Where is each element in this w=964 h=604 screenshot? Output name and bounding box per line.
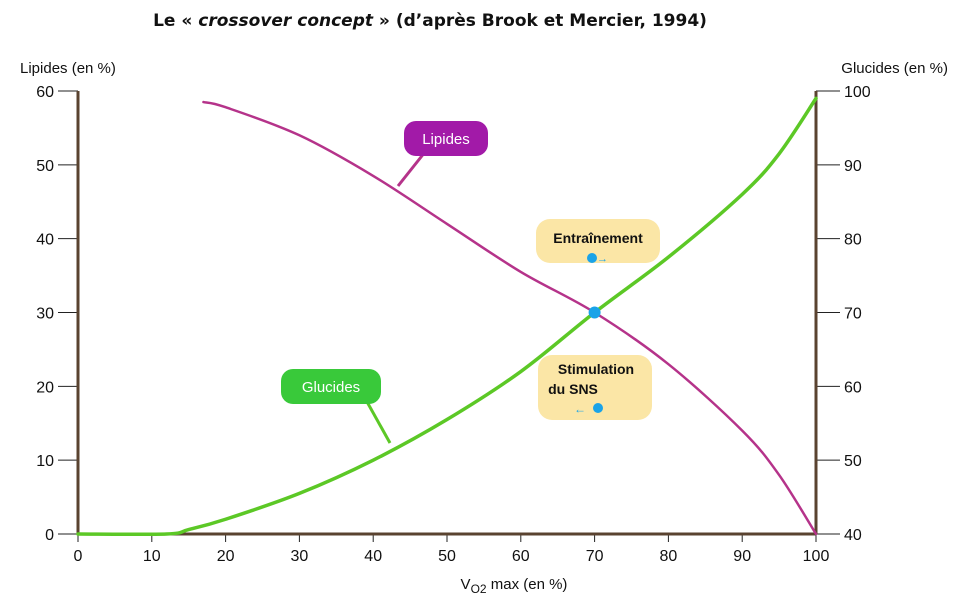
x-tick-label: 50 [438,548,456,565]
y-right-tick-label: 70 [844,306,862,323]
lipides-label-box [404,121,488,156]
chart-title-italic: crossover concept [198,11,373,31]
x-tick-label: 30 [291,548,309,565]
entrainement-note-bg [536,219,660,263]
series-layer [76,96,818,537]
entrainement-note: Entraînement → [536,219,660,265]
chart-title-prefix: Le « [153,11,193,31]
stimulation-note-bg [538,355,652,420]
stimulation-label-line1: Stimulation [558,361,634,377]
y-left-tick-label: 50 [36,158,54,175]
y-left-tick-label: 30 [36,306,54,323]
entrainement-marker [587,253,597,263]
x-tick-label: 80 [660,548,678,565]
tick-labels: 0 10 20 30 40 50 60 70 80 90 100 0 10 20 30 40 50 60 40 50 6… [36,84,871,565]
y-right-tick-label: 60 [844,379,862,396]
glucides-leader-line [364,399,392,444]
glucides-callout: Glucides [281,369,392,444]
x-tick-label: 20 [217,548,235,565]
x-tick-label: 60 [512,548,530,565]
series-line-lipides [202,100,818,536]
lipides-callout: Lipides [396,121,488,187]
x-tick-label: 70 [586,548,604,565]
y-left-tick-label: 10 [36,453,54,470]
y-axis-right-title: Glucides (en %) [841,60,948,77]
chart-title-suffix: » (d’après Brook et Mercier, 1994) [378,11,707,31]
y-right-tick-label: 50 [844,453,862,470]
y-right-tick-label: 100 [844,84,871,101]
x-tick-label: 10 [143,548,161,565]
y-axis-left-title: Lipides (en %) [20,60,116,77]
stimulation-label-line2: du SNS [548,381,598,397]
axes [76,91,818,536]
y-right-tick-label: 80 [844,232,862,249]
crossover-point [588,306,601,319]
chart-title: Le « crossover concept » (d’après Brook … [0,11,860,31]
series-line-glucides [76,96,818,537]
x-axis-title: VO2 max (en %) [461,576,568,596]
y-left-tick-label: 60 [36,84,54,101]
entrainement-arrow-right-icon: → [597,253,608,265]
x-tick-label: 0 [74,548,83,565]
x-tick-label: 100 [803,548,830,565]
x-tick-label: 90 [733,548,751,565]
y-right-tick-label: 90 [844,158,862,175]
lipides-leader-line [396,151,427,187]
x-tick-label: 40 [364,548,382,565]
axis-ticks [58,90,840,542]
lipides-label: Lipides [422,131,470,148]
y-left-tick-label: 0 [45,527,54,544]
stimulation-marker [593,403,603,413]
glucides-label-box [281,369,381,404]
y-left-tick-label: 20 [36,379,54,396]
y-right-tick-label: 40 [844,527,862,544]
y-left-tick-label: 40 [36,232,54,249]
entrainement-label: Entraînement [553,230,643,246]
glucides-label: Glucides [302,379,360,396]
stimulation-arrow-left-icon: ← [574,402,586,416]
stimulation-note: Stimulation du SNS ← [538,355,652,420]
